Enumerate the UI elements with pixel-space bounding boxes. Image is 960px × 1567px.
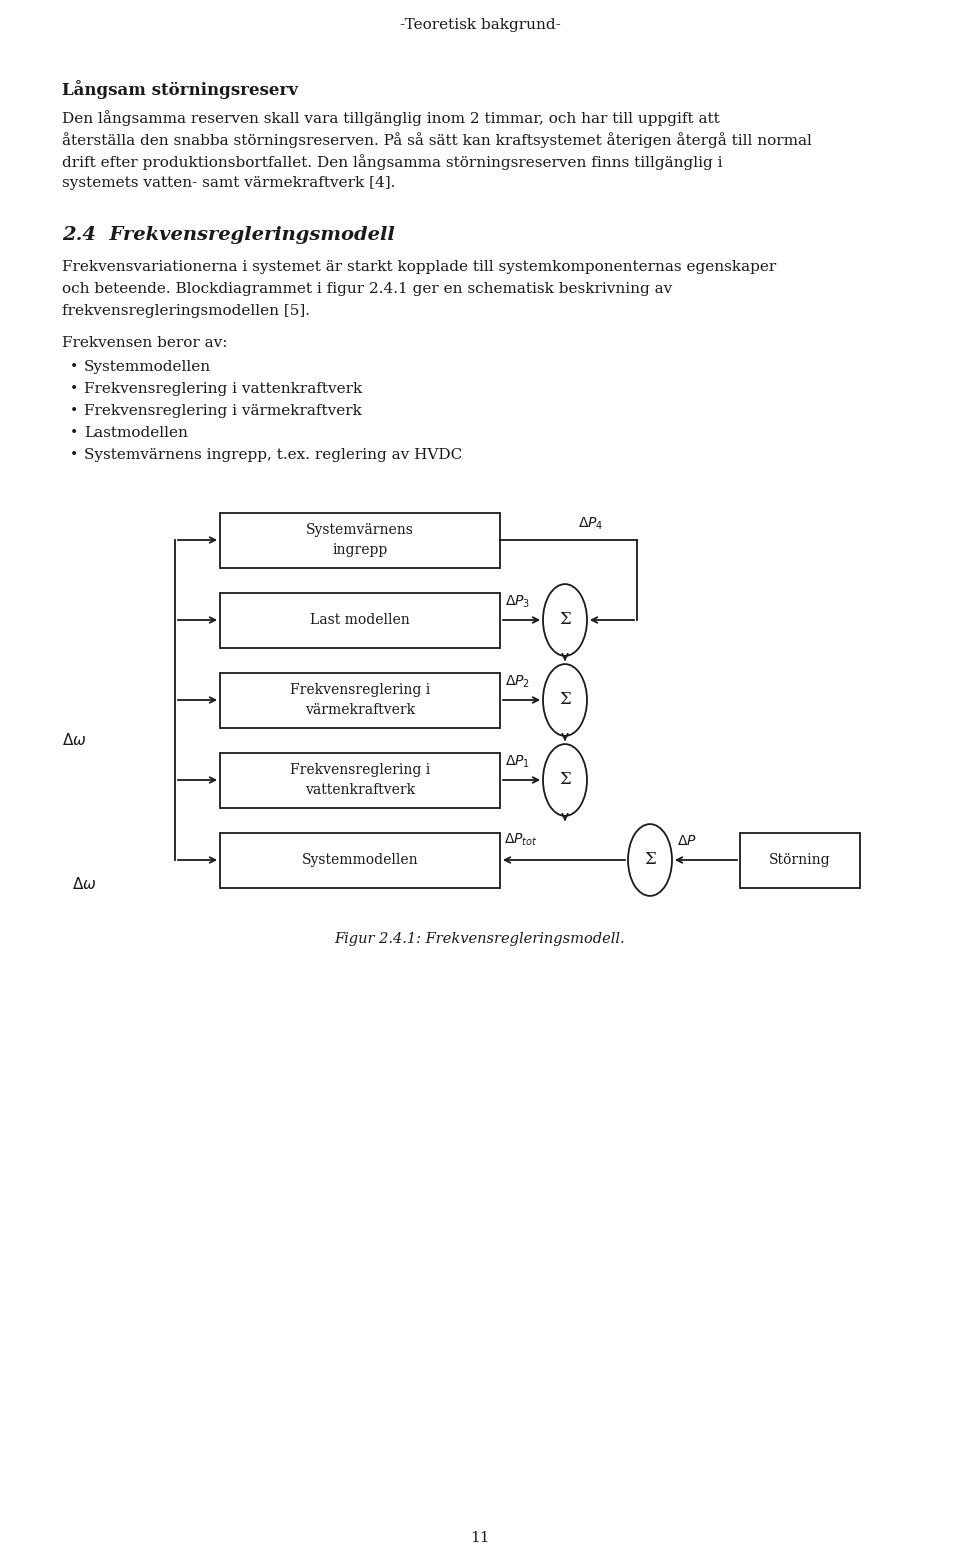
Bar xyxy=(220,512,500,567)
Text: Σ: Σ xyxy=(644,851,656,868)
Bar xyxy=(220,592,500,647)
Ellipse shape xyxy=(543,664,587,736)
Text: $\Delta P_{tot}$: $\Delta P_{tot}$ xyxy=(504,832,538,848)
Text: Långsam störningsreserv: Långsam störningsreserv xyxy=(62,80,298,99)
Text: återställa den snabba störningsreserven. På så sätt kan kraftsystemet återigen å: återställa den snabba störningsreserven.… xyxy=(62,132,812,147)
Text: Störning: Störning xyxy=(769,852,830,867)
Bar xyxy=(220,832,500,887)
Text: Frekvensvariationerna i systemet är starkt kopplade till systemkomponenternas eg: Frekvensvariationerna i systemet är star… xyxy=(62,260,777,274)
Bar xyxy=(740,832,860,887)
Text: $\Delta P_2$: $\Delta P_2$ xyxy=(505,674,530,689)
Text: drift efter produktionsbortfallet. Den långsamma störningsreserven finns tillgän: drift efter produktionsbortfallet. Den l… xyxy=(62,154,723,169)
Ellipse shape xyxy=(543,584,587,657)
Text: •: • xyxy=(70,404,79,418)
Text: Frekvensreglering i
vattenkraftverk: Frekvensreglering i vattenkraftverk xyxy=(290,763,430,796)
Text: Σ: Σ xyxy=(559,771,571,788)
Text: Frekvensreglering i vattenkraftverk: Frekvensreglering i vattenkraftverk xyxy=(84,382,362,396)
Text: •: • xyxy=(70,448,79,462)
Text: Frekvensen beror av:: Frekvensen beror av: xyxy=(62,335,228,349)
Text: Figur 2.4.1: Frekvensregleringsmodell.: Figur 2.4.1: Frekvensregleringsmodell. xyxy=(335,932,625,946)
Ellipse shape xyxy=(543,744,587,816)
Text: systemets vatten- samt värmekraftverk [4].: systemets vatten- samt värmekraftverk [4… xyxy=(62,176,396,190)
Text: Systemvärnens
ingrepp: Systemvärnens ingrepp xyxy=(306,523,414,556)
Text: -Teoretisk bakgrund-: -Teoretisk bakgrund- xyxy=(399,17,561,31)
Text: •: • xyxy=(70,382,79,396)
Text: Systemmodellen: Systemmodellen xyxy=(84,360,211,375)
Text: frekvensregleringsmodellen [5].: frekvensregleringsmodellen [5]. xyxy=(62,304,310,318)
Text: Systemmodellen: Systemmodellen xyxy=(301,852,419,867)
Text: Systemvärnens ingrepp, t.ex. reglering av HVDC: Systemvärnens ingrepp, t.ex. reglering a… xyxy=(84,448,463,462)
Text: Σ: Σ xyxy=(559,691,571,708)
Text: •: • xyxy=(70,426,79,440)
Bar xyxy=(220,672,500,727)
Text: och beteende. Blockdiagrammet i figur 2.4.1 ger en schematisk beskrivning av: och beteende. Blockdiagrammet i figur 2.… xyxy=(62,282,672,296)
Text: Den långsamma reserven skall vara tillgänglig inom 2 timmar, och har till uppgif: Den långsamma reserven skall vara tillgä… xyxy=(62,110,720,125)
Text: Lastmodellen: Lastmodellen xyxy=(84,426,188,440)
Text: $\Delta\omega$: $\Delta\omega$ xyxy=(72,876,97,892)
Text: $\Delta P_4$: $\Delta P_4$ xyxy=(579,516,604,533)
Text: Frekvensreglering i
värmekraftverk: Frekvensreglering i värmekraftverk xyxy=(290,683,430,716)
Text: 2.4  Frekvensregleringsmodell: 2.4 Frekvensregleringsmodell xyxy=(62,226,395,244)
Text: 11: 11 xyxy=(470,1531,490,1545)
Text: Σ: Σ xyxy=(559,611,571,628)
Text: $\Delta\omega$: $\Delta\omega$ xyxy=(62,732,86,747)
Ellipse shape xyxy=(628,824,672,896)
Text: $\Delta P$: $\Delta P$ xyxy=(677,834,697,848)
Text: $\Delta P_1$: $\Delta P_1$ xyxy=(505,754,530,769)
Text: Last modellen: Last modellen xyxy=(310,613,410,627)
Bar xyxy=(220,752,500,807)
Text: •: • xyxy=(70,360,79,375)
Text: $\Delta P_3$: $\Delta P_3$ xyxy=(505,594,530,610)
Text: Frekvensreglering i värmekraftverk: Frekvensreglering i värmekraftverk xyxy=(84,404,362,418)
